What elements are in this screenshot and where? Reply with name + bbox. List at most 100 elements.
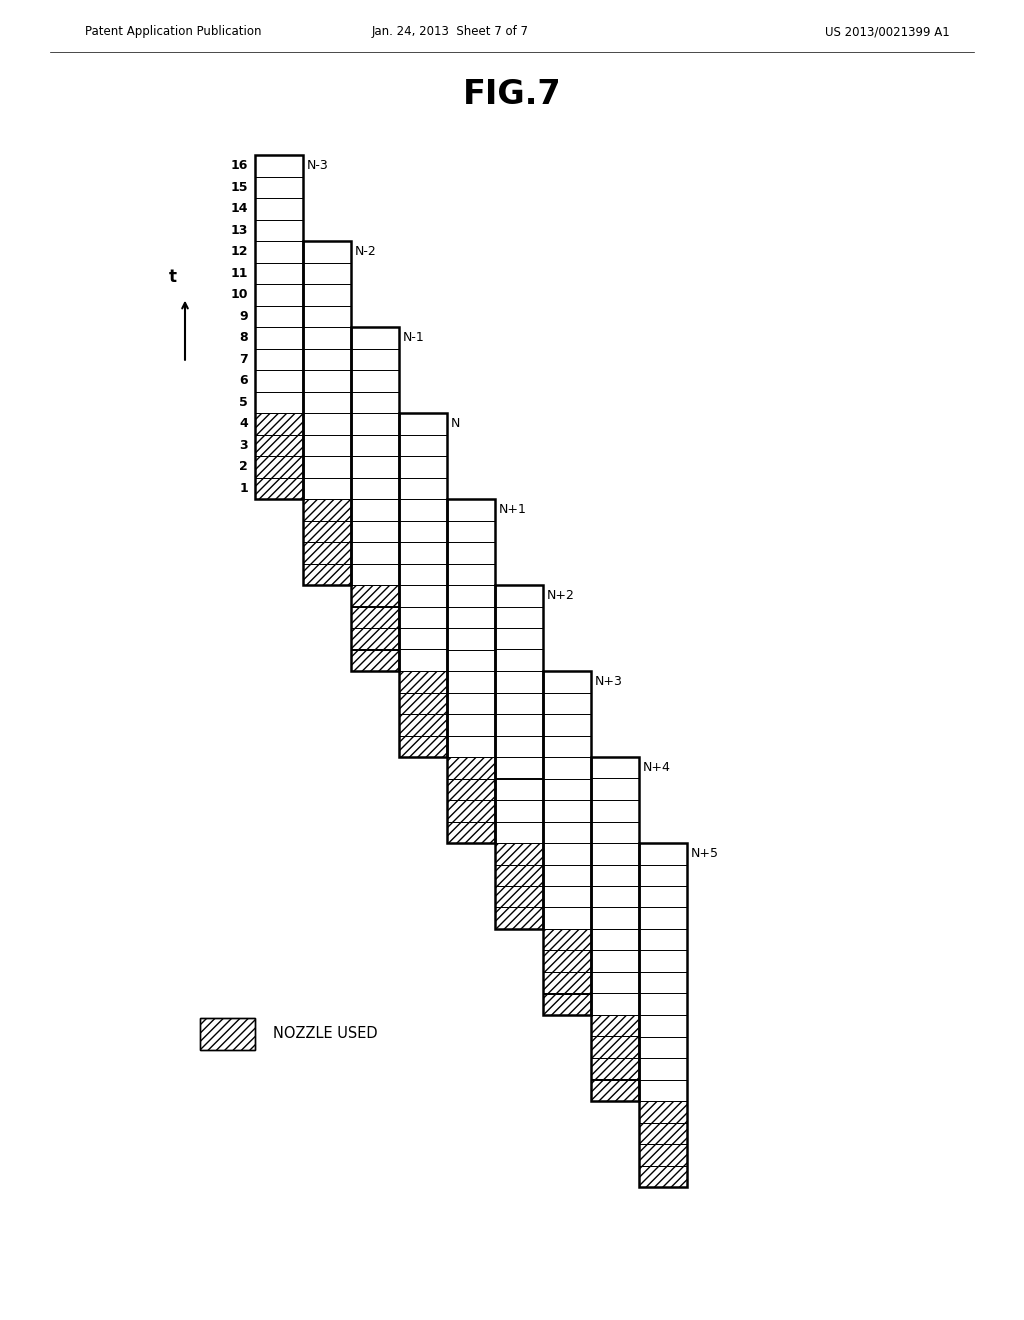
Text: 12: 12 [230,246,248,259]
Text: Patent Application Publication: Patent Application Publication [85,25,261,38]
Bar [591,907,639,929]
Bar [255,242,303,263]
Bar [495,671,543,693]
Bar [200,1018,255,1049]
Bar [399,413,447,756]
Bar [399,564,447,585]
Bar [639,1166,687,1187]
Bar [255,327,303,348]
Bar [200,1018,255,1049]
Bar [591,800,639,821]
Text: N-2: N-2 [355,246,377,259]
Bar [399,693,447,714]
Bar [255,305,303,327]
Bar [495,821,543,843]
Bar [255,392,303,413]
Bar [591,865,639,886]
Bar [543,756,591,779]
Bar [639,865,687,886]
Bar [447,499,495,520]
Text: N+1: N+1 [499,503,527,516]
Bar [351,649,399,671]
Text: 16: 16 [230,160,248,172]
Bar [399,585,447,606]
Bar [303,284,351,305]
Bar [591,756,639,779]
Bar [447,649,495,671]
Bar [255,455,303,478]
Bar [303,327,351,348]
Bar [543,929,591,950]
Bar [351,520,399,543]
Bar [351,434,399,455]
Bar [543,950,591,972]
Bar [495,865,543,886]
Text: 6: 6 [240,375,248,387]
Bar [639,1015,687,1036]
Bar [303,455,351,478]
Bar [303,520,351,543]
Bar [495,628,543,649]
Bar [399,628,447,649]
Bar [351,413,399,434]
Bar [447,693,495,714]
Bar [351,564,399,585]
Bar [543,972,591,994]
Bar [255,219,303,242]
Bar [303,499,351,520]
Bar [591,843,639,865]
Bar [447,821,495,843]
Bar [255,413,303,434]
Bar [543,693,591,714]
Bar [447,779,495,800]
Bar [591,1080,639,1101]
Bar [303,499,351,520]
Text: N: N [451,417,461,430]
Text: Jan. 24, 2013  Sheet 7 of 7: Jan. 24, 2013 Sheet 7 of 7 [372,25,528,38]
Text: 7: 7 [240,352,248,366]
Text: 10: 10 [230,288,248,301]
Bar [399,413,447,434]
Bar [303,543,351,564]
Bar [399,520,447,543]
Bar [591,756,639,1101]
Text: N+5: N+5 [691,847,719,861]
Text: 5: 5 [240,396,248,409]
Bar [495,585,543,929]
Bar [543,972,591,994]
Bar [399,714,447,735]
Bar [591,821,639,843]
Bar [543,994,591,1015]
Bar [495,907,543,929]
Text: 4: 4 [240,417,248,430]
Bar [351,606,399,628]
Bar [639,1080,687,1101]
Bar [639,886,687,907]
Bar [543,671,591,693]
Bar [543,821,591,843]
Bar [303,478,351,499]
Bar [591,1080,639,1101]
Bar [351,392,399,413]
Bar [399,735,447,756]
Bar [255,413,303,434]
Bar [255,154,303,499]
Bar [447,606,495,628]
Bar [495,714,543,735]
Bar [351,370,399,392]
Bar [255,177,303,198]
Bar [495,886,543,907]
Bar [255,284,303,305]
Bar [543,994,591,1015]
Bar [303,242,351,263]
Text: 14: 14 [230,202,248,215]
Bar [255,154,303,177]
Bar [639,1122,687,1144]
Bar [591,1059,639,1080]
Bar [543,843,591,865]
Bar [639,1166,687,1187]
Bar [303,392,351,413]
Bar [639,843,687,865]
Bar [495,800,543,821]
Bar [639,1144,687,1166]
